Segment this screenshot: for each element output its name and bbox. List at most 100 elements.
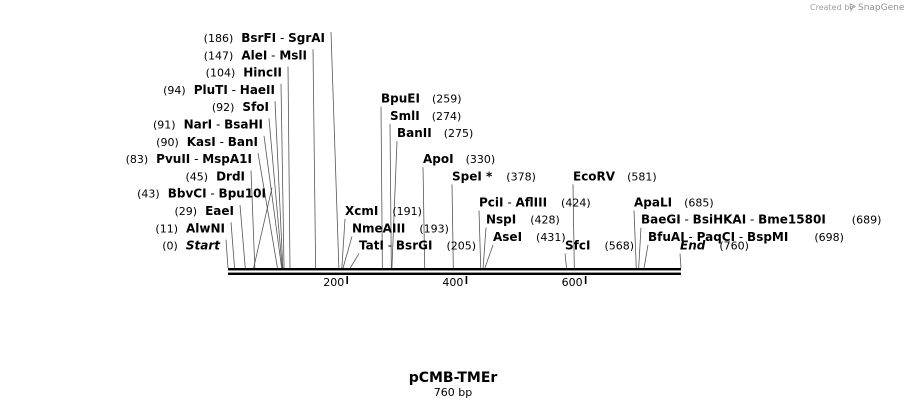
site-position-nspi: (428)	[530, 214, 560, 227]
site-position-bpuei: (259)	[432, 93, 462, 106]
enzyme-name: ApaLI	[634, 195, 672, 209]
site-label-pcii[interactable]: PciI - AflIII	[479, 195, 547, 209]
site-bpuei[interactable]: BpuEI (259)	[381, 92, 462, 106]
site-separator: -	[228, 83, 240, 97]
site-position-alei: (147)	[204, 49, 234, 62]
site-alei[interactable]: AleI - MslI (147)	[204, 48, 307, 62]
site-separator: -	[735, 230, 747, 244]
site-position-nmeaiii: (193)	[419, 222, 449, 235]
site-separator: -	[267, 48, 279, 62]
site-labels: BsrFI - SgrAI (186) AleI - MslI (147) HincII…	[126, 31, 882, 253]
site-xcmi[interactable]: XcmI (191)	[345, 204, 422, 218]
site-label-asei[interactable]: AseI	[493, 230, 522, 244]
site-end[interactable]: End (760)	[680, 239, 749, 253]
site-asei[interactable]: AseI (431)	[493, 230, 566, 244]
enzyme-name: EaeI	[205, 204, 234, 218]
site-label-ecorv[interactable]: EcoRV	[573, 169, 616, 183]
site-baegi[interactable]: BaeGI - BsiHKAI - Bme1580I (689)	[641, 213, 881, 227]
site-label-alwni[interactable]: AlwNI	[186, 221, 225, 235]
site-line-banii	[391, 141, 398, 269]
site-bfuai[interactable]: BfuAI - PaqCI - BspMI (698)	[648, 230, 844, 244]
site-label-bbvci[interactable]: BbvCI - Bpu10I	[168, 187, 266, 201]
site-label-sfoi[interactable]: SfoI	[242, 100, 269, 114]
enzyme-name: DrdI	[216, 169, 245, 183]
site-label-eaei[interactable]: EaeI	[205, 204, 234, 218]
site-bbvci[interactable]: BbvCI - Bpu10I (43)	[137, 187, 266, 201]
site-smli[interactable]: SmlI (274)	[390, 109, 461, 123]
site-label-end[interactable]: End	[680, 239, 706, 253]
site-nari[interactable]: NarI - BsaHI (91)	[153, 118, 263, 132]
enzyme-name: SpeI *	[452, 169, 493, 183]
site-label-baegi[interactable]: BaeGI - BsiHKAI - Bme1580I	[641, 213, 826, 227]
site-label-alei[interactable]: AleI - MslI	[241, 48, 307, 62]
site-label-apali[interactable]: ApaLI	[634, 195, 672, 209]
enzyme-name: PaqCI	[697, 230, 735, 244]
enzyme-name: AlwNI	[186, 221, 225, 235]
site-hincii[interactable]: HincII (104)	[206, 66, 282, 80]
site-banii[interactable]: BanII (275)	[397, 126, 473, 140]
site-line-pcii	[478, 210, 482, 269]
site-line-alei	[312, 49, 317, 269]
site-label-spei[interactable]: SpeI *	[452, 169, 493, 183]
site-label-xcmi[interactable]: XcmI	[345, 204, 378, 218]
site-apali[interactable]: ApaLI (685)	[634, 195, 714, 209]
site-label-smli[interactable]: SmlI	[390, 109, 420, 123]
site-pluti[interactable]: PluTI - HaeII (94)	[163, 83, 275, 97]
site-apoi[interactable]: ApoI (330)	[423, 152, 495, 166]
site-label-pvuii[interactable]: PvuII - MspA1I	[156, 152, 252, 166]
site-drdi[interactable]: DrdI (45)	[185, 169, 245, 183]
site-label-bfuai[interactable]: BfuAI - PaqCI - BspMI	[648, 230, 788, 244]
site-label-banii[interactable]: BanII	[397, 126, 432, 140]
site-pcii[interactable]: PciI - AflIII (424)	[479, 195, 591, 209]
site-label-start[interactable]: Start	[186, 239, 221, 253]
site-label-sfci[interactable]: SfcI	[565, 239, 590, 253]
site-label-nspi[interactable]: NspI	[486, 213, 516, 227]
site-tati[interactable]: TatI - BsrGI (205)	[359, 239, 476, 253]
site-line-bbvci	[253, 187, 273, 269]
site-position-asei: (431)	[536, 231, 566, 244]
site-position-pcii: (424)	[561, 196, 591, 209]
site-sfoi[interactable]: SfoI (92)	[212, 100, 269, 114]
site-bsrfi[interactable]: BsrFI - SgrAI (186)	[204, 31, 325, 45]
site-kasi[interactable]: KasI - BanI (90)	[156, 135, 258, 149]
sequence-backbone	[228, 268, 681, 275]
site-label-nari[interactable]: NarI - BsaHI	[184, 118, 263, 132]
enzyme-name: BsiHKAI	[693, 213, 747, 227]
site-label-pluti[interactable]: PluTI - HaeII	[194, 83, 275, 97]
site-label-bsrfi[interactable]: BsrFI - SgrAI	[241, 31, 325, 45]
site-start[interactable]: Start (0)	[162, 239, 221, 253]
site-nmeaiii[interactable]: NmeAIII (193)	[352, 221, 449, 235]
site-line-hincii	[287, 66, 291, 269]
site-label-drdi[interactable]: DrdI	[216, 169, 245, 183]
site-ecorv[interactable]: EcoRV (581)	[573, 169, 657, 183]
site-position-bbvci: (43)	[137, 188, 160, 201]
site-label-nmeaiii[interactable]: NmeAIII	[352, 221, 405, 235]
enzyme-name: BaeGI	[641, 213, 681, 227]
enzyme-name: EcoRV	[573, 169, 616, 183]
credit-brand: SnapGene	[858, 3, 905, 13]
site-sfci[interactable]: SfcI (568)	[565, 239, 634, 253]
site-position-end: (760)	[719, 240, 749, 253]
enzyme-name: SmlI	[390, 109, 420, 123]
enzyme-name: HincII	[243, 66, 282, 80]
site-spei[interactable]: SpeI * (378)	[452, 169, 536, 183]
site-label-apoi[interactable]: ApoI	[423, 152, 454, 166]
site-label-bpuei[interactable]: BpuEI	[381, 92, 420, 106]
site-line-kasi	[263, 135, 283, 269]
site-position-drdi: (45)	[185, 170, 208, 183]
site-eaei[interactable]: EaeI (29)	[175, 204, 235, 218]
site-position-apoi: (330)	[466, 153, 496, 166]
site-position-apali: (685)	[684, 196, 714, 209]
site-alwni[interactable]: AlwNI (11)	[155, 221, 225, 235]
plasmid-name: pCMB-TMEr	[409, 370, 498, 386]
enzyme-name: Start	[186, 239, 221, 253]
site-label-kasi[interactable]: KasI - BanI	[187, 135, 258, 149]
site-line-apali	[633, 210, 637, 269]
site-label-tati[interactable]: TatI - BsrGI	[359, 239, 432, 253]
site-label-hincii[interactable]: HincII	[243, 66, 282, 80]
site-position-smli: (274)	[432, 110, 462, 123]
site-line-asei	[484, 244, 494, 269]
site-nspi[interactable]: NspI (428)	[486, 213, 560, 227]
site-pvuii[interactable]: PvuII - MspA1I (83)	[126, 152, 252, 166]
site-position-bsrfi: (186)	[204, 32, 234, 45]
